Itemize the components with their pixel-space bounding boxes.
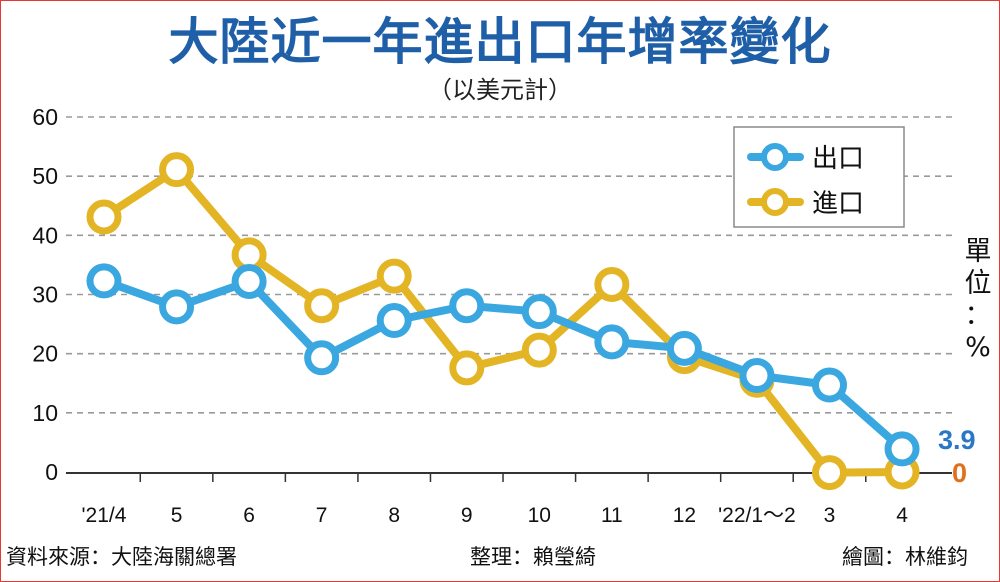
data-point-export bbox=[812, 367, 847, 403]
data-point-export bbox=[304, 340, 340, 376]
data-point-export bbox=[666, 330, 702, 366]
data-point-export bbox=[231, 263, 267, 299]
data-point-import bbox=[304, 288, 340, 324]
data-point-import bbox=[449, 350, 485, 386]
data-point-import bbox=[812, 455, 847, 491]
legend-box bbox=[733, 126, 905, 228]
unit-label: 單 位 ： % bbox=[958, 236, 998, 364]
x-tick-label: 6 bbox=[243, 504, 255, 527]
unit-char: ： bbox=[964, 300, 992, 331]
data-point-export bbox=[86, 263, 122, 299]
y-tick-label: 50 bbox=[32, 163, 58, 189]
x-tick-label: 10 bbox=[528, 504, 551, 527]
y-tick-label: 40 bbox=[32, 222, 58, 248]
data-point-import bbox=[86, 199, 122, 235]
y-tick-label: 0 bbox=[45, 459, 58, 485]
data-point-import bbox=[159, 152, 195, 188]
chart-title: 大陸近一年進出口年增率變化 bbox=[168, 13, 832, 71]
legend-marker-export bbox=[761, 143, 789, 171]
data-point-export bbox=[376, 303, 412, 339]
data-point-import bbox=[376, 258, 412, 294]
unit-char: 單 bbox=[964, 236, 992, 267]
data-point-export bbox=[521, 294, 557, 330]
unit-char: 位 bbox=[964, 268, 992, 299]
x-tick-label: 8 bbox=[388, 504, 400, 527]
editor-credit: 整理：賴瑩綺 bbox=[470, 545, 596, 569]
x-tick-label: 9 bbox=[461, 504, 473, 527]
data-point-export bbox=[449, 288, 485, 324]
x-tick-label: 12 bbox=[673, 504, 696, 527]
y-tick-label: 30 bbox=[32, 282, 58, 308]
x-tick-label: 7 bbox=[316, 504, 328, 527]
data-point-import bbox=[594, 266, 630, 302]
x-tick-label: 5 bbox=[171, 504, 183, 527]
end-label-export: 3.9 bbox=[938, 425, 976, 455]
unit-char: % bbox=[965, 332, 991, 363]
legend-label-export: 出口 bbox=[812, 144, 864, 174]
data-point-export bbox=[884, 431, 920, 467]
y-tick-label: 20 bbox=[32, 341, 58, 367]
x-tick-label: 11 bbox=[601, 504, 623, 527]
data-point-export bbox=[159, 289, 195, 325]
chart-subtitle: （以美元計） bbox=[428, 76, 572, 104]
x-tick-label: '21/4 bbox=[82, 504, 127, 527]
end-label-import: 0 bbox=[952, 458, 967, 488]
y-tick-label: 10 bbox=[32, 400, 58, 426]
artist-credit: 繪圖：林維鈞 bbox=[842, 545, 968, 569]
x-tick-label: 3 bbox=[824, 504, 836, 527]
data-point-export bbox=[594, 324, 630, 360]
legend-marker-import bbox=[761, 188, 789, 216]
data-point-export bbox=[739, 358, 775, 394]
source-credit: 資料來源：大陸海關總署 bbox=[6, 545, 237, 569]
data-point-import bbox=[521, 332, 557, 368]
x-tick-label: '22/1～2 bbox=[718, 504, 796, 527]
legend-label-import: 進口 bbox=[812, 189, 864, 219]
x-tick-label: 4 bbox=[896, 504, 908, 527]
y-tick-label: 60 bbox=[32, 104, 58, 130]
series-line-export bbox=[100, 276, 907, 453]
series-line-import bbox=[100, 165, 907, 477]
